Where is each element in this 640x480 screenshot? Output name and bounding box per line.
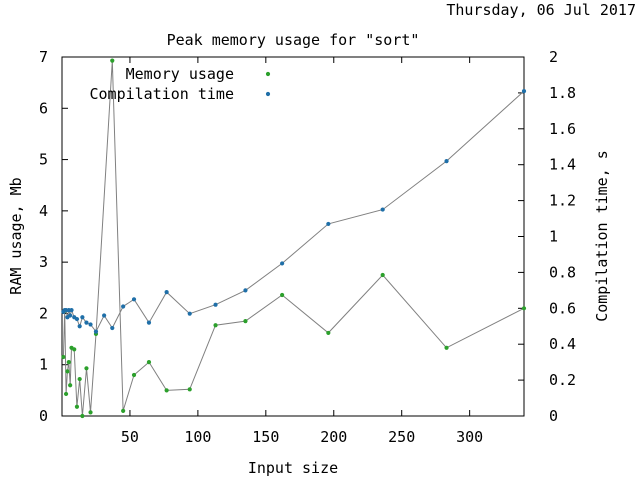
data-point: [243, 288, 248, 293]
data-point: [444, 159, 449, 164]
data-point: [131, 372, 137, 378]
data-point: [121, 304, 126, 309]
y-axis-ticks: 0 1 2 3 4 5 6 7: [39, 48, 68, 425]
data-point: [80, 315, 85, 320]
data-point: [280, 261, 285, 266]
data-point: [444, 345, 449, 350]
report-date: Thursday, 06 Jul 2017: [446, 1, 636, 19]
data-point: [110, 325, 115, 331]
y-tick-label: 2: [39, 304, 48, 322]
data-point: [121, 408, 126, 413]
y-tick-label: 6: [39, 99, 48, 117]
y2-tick-label: 1.2: [549, 192, 576, 210]
y2-tick-label: 2: [549, 48, 558, 66]
data-point: [110, 58, 115, 63]
y2-tick-label: 1: [549, 228, 558, 246]
data-point: [68, 383, 73, 388]
data-point: [326, 330, 331, 336]
x-tick-label: 50: [121, 428, 139, 446]
data-point: [164, 290, 169, 295]
x-tick-label: 250: [388, 428, 415, 446]
data-point: [521, 306, 527, 311]
data-point: [77, 324, 82, 329]
data-point: [146, 320, 152, 325]
data-point: [380, 272, 385, 278]
series-line: [62, 60, 525, 417]
y2-tick-label: 1.6: [549, 120, 576, 138]
legend-marker: [265, 91, 271, 97]
series-points: [61, 58, 527, 419]
y2-axis-label: Compilation time, s: [593, 150, 611, 322]
data-point: [66, 360, 71, 365]
plot-frame: [61, 56, 525, 417]
y2-axis-ticks: 0 0.2 0.4 0.6 0.8 1 1.2 1.4 1.6 1.8 2: [518, 48, 576, 425]
y2-tick-label: 0: [549, 407, 558, 425]
data-point: [213, 323, 218, 328]
y-tick-label: 0: [39, 407, 48, 425]
y2-tick-label: 1.8: [549, 84, 576, 102]
y-axis-label: RAM usage, Mb: [7, 177, 25, 294]
y-tick-label: 7: [39, 48, 48, 66]
legend-label: Memory usage: [126, 65, 234, 83]
data-point: [146, 360, 152, 365]
data-point: [84, 320, 89, 325]
data-point: [72, 347, 77, 352]
y2-tick-label: 0.8: [549, 263, 576, 281]
data-point: [61, 354, 66, 360]
data-point: [213, 302, 218, 307]
series-lines: [62, 60, 525, 417]
y-tick-label: 5: [39, 151, 48, 169]
data-point: [63, 391, 69, 397]
data-point: [164, 388, 169, 393]
data-point: [69, 307, 74, 313]
data-point: [80, 413, 85, 419]
data-point: [88, 410, 93, 415]
x-axis-label: Input size: [248, 459, 338, 477]
x-tick-label: 300: [456, 428, 483, 446]
data-point: [74, 316, 80, 322]
data-point: [380, 207, 385, 212]
data-point: [88, 322, 93, 327]
y-tick-label: 4: [39, 202, 48, 220]
data-point: [521, 89, 527, 94]
data-point: [77, 376, 82, 382]
data-point: [68, 313, 73, 318]
x-axis-ticks: 50 100 150 200 250 300: [121, 57, 483, 446]
y2-tick-label: 1.4: [549, 156, 576, 174]
data-point: [187, 311, 192, 316]
data-point: [84, 366, 89, 371]
data-point: [65, 369, 70, 374]
x-tick-label: 100: [184, 428, 211, 446]
data-point: [280, 292, 285, 298]
data-point: [74, 404, 80, 409]
data-point: [243, 319, 248, 324]
y2-tick-label: 0.4: [549, 335, 576, 353]
data-point: [326, 221, 331, 227]
data-point: [102, 313, 107, 318]
legend-label: Compilation time: [90, 85, 235, 103]
legend: Memory usage Compilation time: [90, 65, 271, 103]
legend-marker: [265, 71, 271, 77]
chart-title: Peak memory usage for "sort": [167, 31, 420, 49]
y2-tick-label: 0.6: [549, 299, 576, 317]
y-tick-label: 1: [39, 356, 48, 374]
series-line: [62, 90, 525, 333]
data-point: [93, 329, 99, 334]
x-tick-label: 200: [320, 428, 347, 446]
y2-tick-label: 0.2: [549, 371, 576, 389]
data-point: [187, 387, 192, 392]
y-tick-label: 3: [39, 253, 48, 271]
x-tick-label: 150: [252, 428, 279, 446]
data-point: [131, 297, 137, 302]
